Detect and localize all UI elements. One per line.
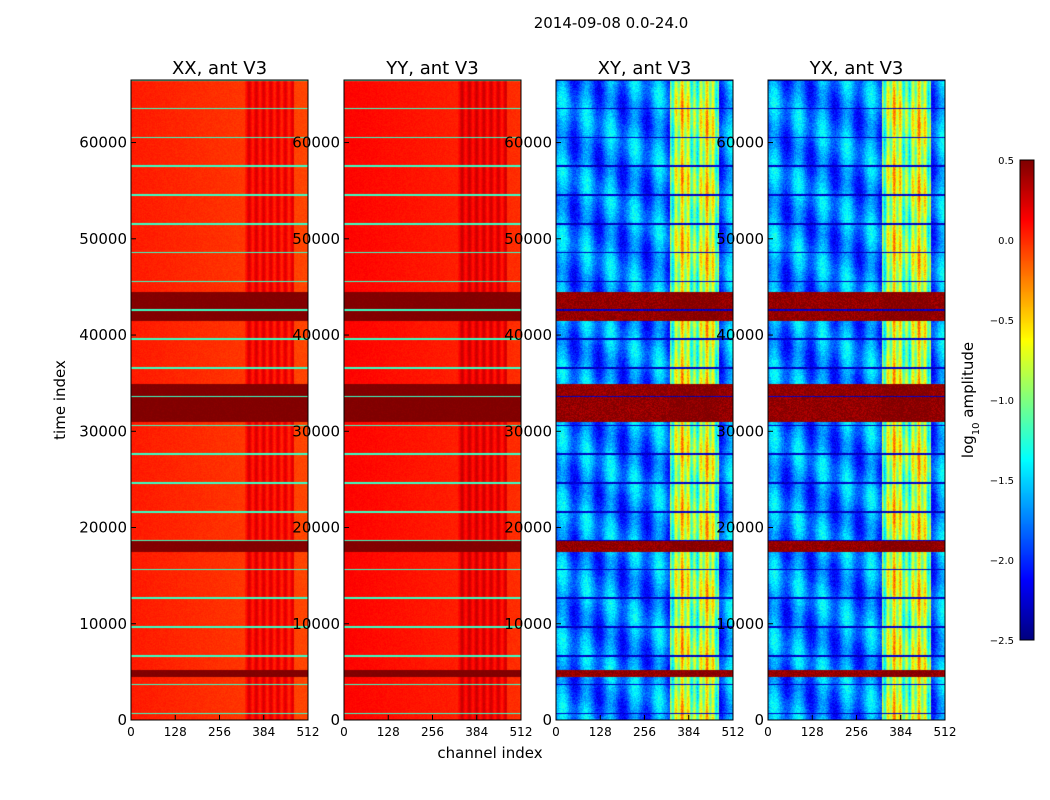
panel-4: YX, ant V3 0 128 256 384 512 0 10000 20000 30000 4… bbox=[716, 58, 956, 739]
x-tick-label: 256 bbox=[845, 725, 868, 739]
x-tick-label: 384 bbox=[677, 725, 700, 739]
colorbar-tick-label: −1.0 bbox=[990, 396, 1014, 407]
y-tick-label: 50000 bbox=[504, 230, 552, 248]
y-tick-label: 0 bbox=[117, 711, 127, 729]
y-tick-label: 60000 bbox=[716, 134, 764, 152]
x-tick-label: 128 bbox=[589, 725, 612, 739]
y-tick-label: 30000 bbox=[716, 422, 764, 440]
x-tick-label: 384 bbox=[252, 725, 275, 739]
y-tick-label: 10000 bbox=[292, 615, 340, 633]
colorbar-label-main: log bbox=[959, 435, 977, 458]
x-tick-label: 128 bbox=[377, 725, 400, 739]
y-tick-label: 40000 bbox=[292, 326, 340, 344]
colorbar-gradient bbox=[1020, 160, 1034, 640]
x-tick-label: 256 bbox=[421, 725, 444, 739]
y-axis-label: time index bbox=[51, 360, 69, 440]
heatmap-image bbox=[344, 80, 521, 720]
y-tick-label: 10000 bbox=[504, 615, 552, 633]
colorbar: 0.5 0.0 −0.5 −1.0 −1.5 −2.0 −2.5 bbox=[990, 156, 1034, 647]
y-tick-label: 20000 bbox=[79, 519, 127, 537]
x-tick-label: 256 bbox=[208, 725, 231, 739]
x-tick-label: 384 bbox=[465, 725, 488, 739]
panel-1: XX, ant V3 0 128 256 384 512 0 10000 20000 30000 4… bbox=[79, 58, 319, 739]
y-tick-label: 20000 bbox=[504, 519, 552, 537]
colorbar-label: log10 amplitude bbox=[959, 342, 982, 458]
y-tick-label: 10000 bbox=[79, 615, 127, 633]
y-tick-label: 50000 bbox=[79, 230, 127, 248]
y-tick-label: 50000 bbox=[292, 230, 340, 248]
y-tick-label: 30000 bbox=[79, 422, 127, 440]
panel-2: YY, ant V3 0 128 256 384 512 0 10000 20000 30000 4… bbox=[292, 58, 532, 739]
heatmap-image bbox=[131, 80, 308, 720]
panel-title: XX, ant V3 bbox=[172, 58, 267, 79]
y-tick-label: 0 bbox=[754, 711, 764, 729]
x-tick-label: 0 bbox=[127, 725, 135, 739]
y-tick-label: 0 bbox=[330, 711, 340, 729]
colorbar-label-sub: 10 bbox=[971, 422, 982, 435]
x-tick-label: 512 bbox=[297, 725, 320, 739]
y-tick-label: 30000 bbox=[504, 422, 552, 440]
panels-group: XX, ant V3 0 128 256 384 512 0 10000 20000 30000 4… bbox=[79, 58, 956, 739]
heatmap-image bbox=[556, 80, 733, 720]
colorbar-tick-label: 0.0 bbox=[998, 236, 1014, 247]
x-tick-label: 384 bbox=[889, 725, 912, 739]
colorbar-tick-label: −0.5 bbox=[990, 316, 1014, 327]
colorbar-tick-label: −2.0 bbox=[990, 556, 1014, 567]
x-tick-label: 256 bbox=[633, 725, 656, 739]
x-tick-label: 512 bbox=[934, 725, 957, 739]
y-tick-label: 0 bbox=[542, 711, 552, 729]
y-tick-label: 60000 bbox=[79, 134, 127, 152]
panel-title: YY, ant V3 bbox=[385, 58, 478, 79]
y-tick-label: 30000 bbox=[292, 422, 340, 440]
x-tick-label: 0 bbox=[340, 725, 348, 739]
x-tick-label: 512 bbox=[722, 725, 745, 739]
x-tick-label: 128 bbox=[801, 725, 824, 739]
x-tick-label: 0 bbox=[552, 725, 560, 739]
y-tick-label: 60000 bbox=[292, 134, 340, 152]
colorbar-tick-label: 0.5 bbox=[998, 156, 1014, 167]
panel-title: YX, ant V3 bbox=[809, 58, 904, 79]
y-tick-label: 40000 bbox=[504, 326, 552, 344]
colorbar-label-rest: amplitude bbox=[959, 342, 977, 423]
y-tick-label: 10000 bbox=[716, 615, 764, 633]
x-axis-label: channel index bbox=[437, 744, 542, 762]
panel-3: XY, ant V3 0 128 256 384 512 0 10000 20000 30000 4… bbox=[504, 58, 744, 739]
panel-title: XY, ant V3 bbox=[598, 58, 692, 79]
y-tick-label: 20000 bbox=[716, 519, 764, 537]
figure-suptitle: 2014-09-08 0.0-24.0 bbox=[534, 14, 689, 32]
x-tick-label: 0 bbox=[764, 725, 772, 739]
y-tick-label: 40000 bbox=[79, 326, 127, 344]
y-tick-label: 40000 bbox=[716, 326, 764, 344]
figure: 2014-09-08 0.0-24.0 XX, ant V3 0 128 256 384… bbox=[0, 0, 1050, 800]
heatmap-image bbox=[768, 80, 945, 720]
colorbar-tick-label: −2.5 bbox=[990, 636, 1014, 647]
x-tick-label: 128 bbox=[164, 725, 187, 739]
colorbar-tick-label: −1.5 bbox=[990, 476, 1014, 487]
x-tick-label: 512 bbox=[510, 725, 533, 739]
y-tick-label: 60000 bbox=[504, 134, 552, 152]
y-tick-label: 50000 bbox=[716, 230, 764, 248]
y-tick-label: 20000 bbox=[292, 519, 340, 537]
